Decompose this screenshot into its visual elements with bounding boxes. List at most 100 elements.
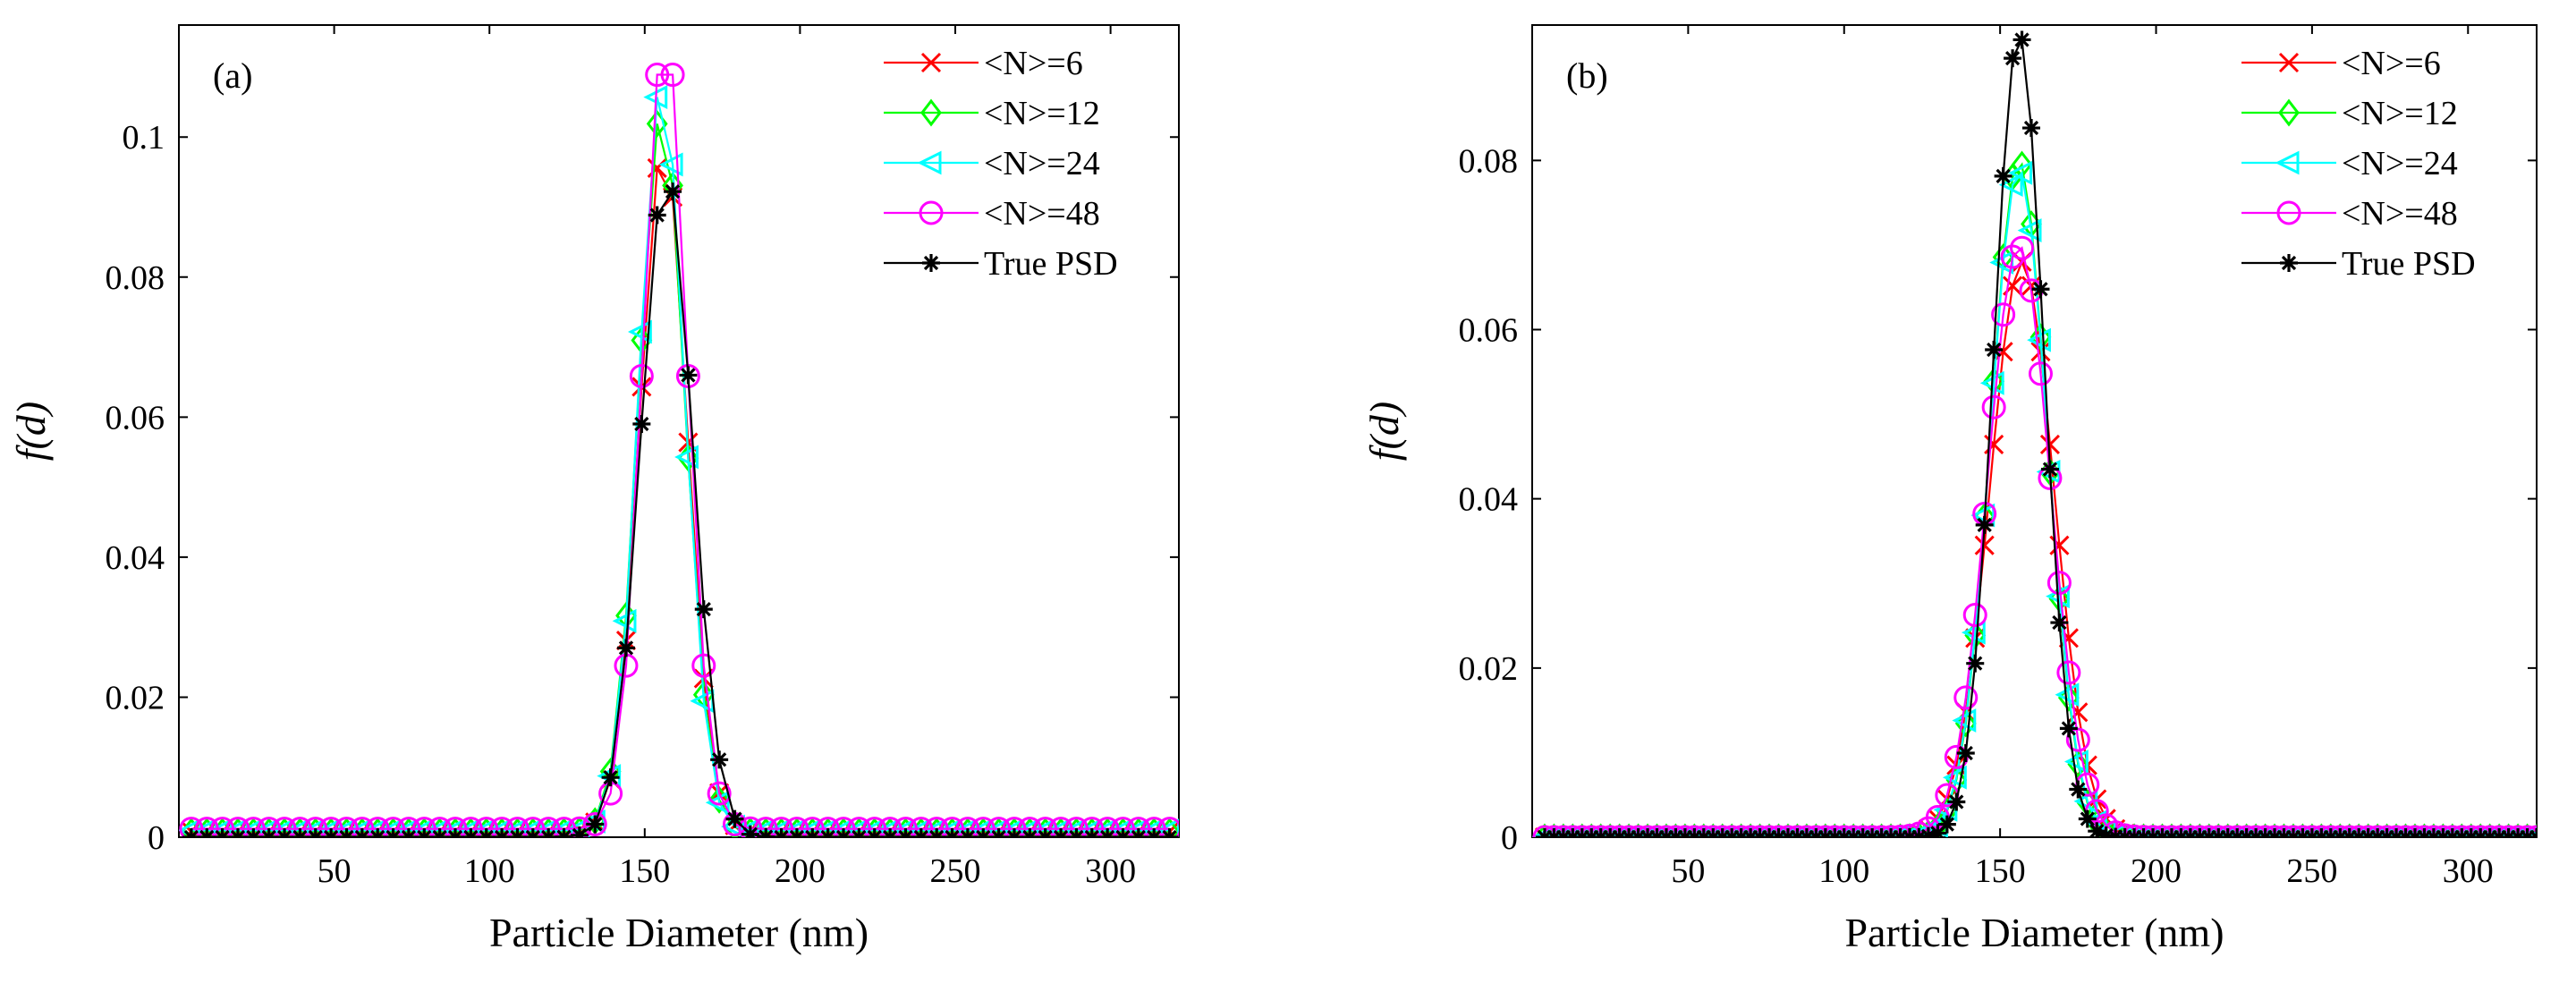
- panel-label: (a): [213, 55, 252, 96]
- data-point: [1928, 824, 1947, 837]
- legend-marker: [2276, 200, 2301, 225]
- x-tick-label: 50: [318, 852, 352, 890]
- data-point: [2216, 825, 2241, 837]
- data-point: [1784, 825, 1809, 837]
- data-point: [1114, 828, 1132, 837]
- data-point: [784, 817, 809, 837]
- legend-label: True PSD: [984, 245, 1118, 283]
- data-point: [707, 781, 732, 806]
- data-point: [1036, 828, 1055, 837]
- data-point: [881, 828, 900, 837]
- data-point: [1551, 825, 1576, 837]
- data-point: [2528, 828, 2537, 837]
- data-point: [1981, 394, 2006, 419]
- legend-label: <N>=48: [984, 195, 1100, 233]
- data-point: [1822, 825, 1847, 837]
- y-axis-title: f(d): [8, 402, 54, 461]
- data-point: [1813, 825, 1838, 837]
- x-tick-label: 300: [1085, 852, 1136, 890]
- data-point: [1947, 792, 1966, 811]
- legend-marker: [2278, 52, 2300, 73]
- data-point: [1729, 825, 1754, 837]
- data-point: [645, 63, 670, 88]
- data-point: [2022, 119, 2041, 138]
- legend-marker: [920, 98, 942, 127]
- data-point: [2356, 825, 2381, 837]
- data-point: [1882, 827, 1901, 837]
- data-point: [2365, 825, 2390, 837]
- x-tick-label: 200: [775, 852, 826, 890]
- data-point: [555, 827, 573, 837]
- legend-label: True PSD: [2342, 245, 2476, 283]
- data-point: [612, 608, 637, 633]
- y-tick-label: 0.04: [1459, 481, 1519, 519]
- data-point: [1541, 825, 1566, 837]
- data-point: [2243, 825, 2268, 837]
- y-tick-label: 0.02: [1459, 650, 1519, 688]
- data-point: [691, 653, 716, 678]
- data-point: [1141, 817, 1166, 837]
- legend-marker: [2280, 254, 2298, 272]
- data-point: [1597, 825, 1623, 837]
- data-point: [1160, 828, 1179, 837]
- data-point: [1017, 817, 1042, 837]
- data-point: [415, 828, 434, 837]
- data-point: [2337, 825, 2362, 837]
- data-point: [1080, 817, 1105, 837]
- x-tick-label: 50: [1671, 852, 1705, 890]
- data-point: [2039, 434, 2061, 454]
- data-point: [1937, 815, 1956, 834]
- data-point: [2057, 683, 2080, 712]
- data-point: [458, 817, 483, 837]
- data-point: [2440, 825, 2465, 837]
- data-point: [225, 817, 250, 837]
- data-point: [2046, 571, 2072, 596]
- data-point: [443, 817, 468, 837]
- data-point: [1607, 825, 1632, 837]
- legend-entry: True PSD: [2241, 245, 2476, 283]
- data-point: [365, 817, 390, 837]
- data-point: [318, 817, 343, 837]
- data-point: [2468, 825, 2493, 837]
- data-point: [1803, 825, 1828, 837]
- data-point: [334, 817, 359, 837]
- series-line: [1545, 170, 2537, 837]
- legend-marker: [2275, 150, 2300, 175]
- data-point: [757, 827, 775, 837]
- data-point: [1910, 827, 1928, 837]
- data-point: [911, 828, 930, 837]
- data-point: [1700, 825, 1725, 837]
- data-point: [1111, 817, 1135, 837]
- data-point: [1719, 825, 1744, 837]
- data-point: [940, 817, 965, 837]
- y-tick-label: 0.08: [106, 259, 165, 297]
- data-point: [2010, 235, 2035, 260]
- legend-label: <N>=6: [2342, 45, 2441, 82]
- data-point: [369, 828, 387, 837]
- data-point: [2411, 825, 2436, 837]
- data-point: [694, 600, 713, 619]
- data-point: [210, 817, 235, 837]
- legend-entry: <N>=6: [884, 45, 1083, 82]
- data-point: [1616, 825, 1641, 837]
- data-point: [2106, 827, 2125, 837]
- data-point: [1098, 828, 1117, 837]
- data-point: [493, 828, 512, 837]
- data-point: [1663, 825, 1688, 837]
- data-point: [570, 826, 589, 837]
- data-point: [1985, 341, 2004, 360]
- y-tick-label: 0.08: [1459, 142, 1519, 180]
- data-point: [337, 828, 356, 837]
- panel-a: 50 100 150 200 250 300 0 0.02 0.04 0.06 0.08 0.1 Par…: [8, 24, 1180, 955]
- data-point: [648, 206, 666, 225]
- data-point: [241, 817, 266, 837]
- data-point: [974, 828, 993, 837]
- data-point: [2449, 825, 2474, 837]
- data-point: [1532, 825, 1557, 837]
- y-tick-label: 0: [1501, 819, 1518, 857]
- data-point: [1974, 535, 1995, 555]
- legend-label: <N>=12: [984, 95, 1100, 132]
- data-point: [2487, 825, 2512, 837]
- y-tick-label: 0.02: [106, 679, 165, 716]
- data-point: [1626, 825, 1651, 837]
